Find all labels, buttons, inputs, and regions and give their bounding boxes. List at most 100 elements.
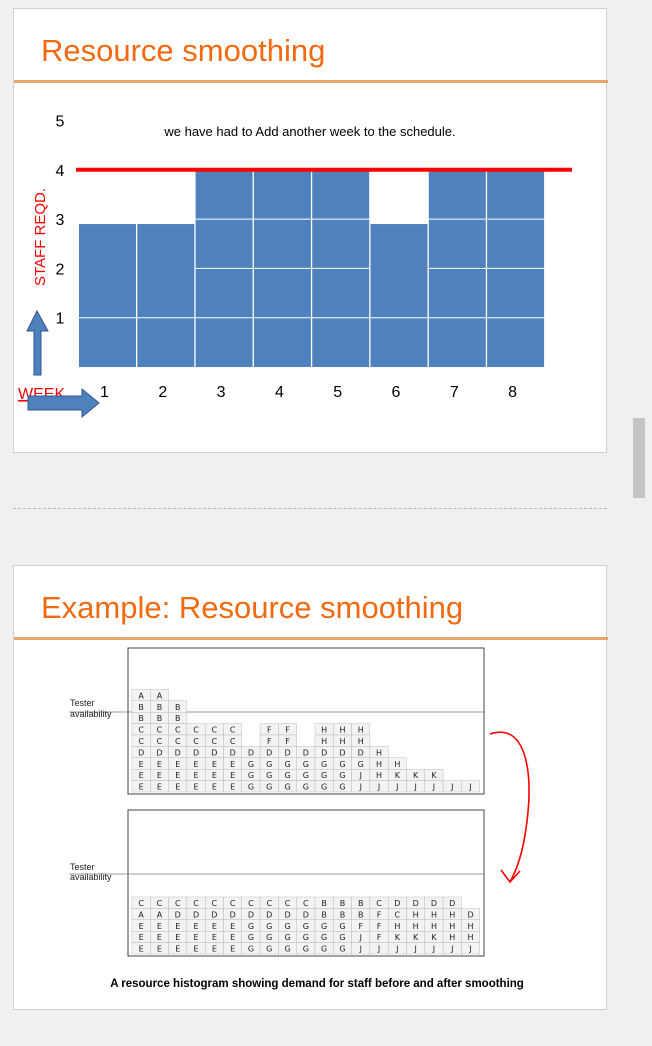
histogram-cell-letter: H <box>449 922 455 931</box>
smoothing-arrowhead-icon <box>500 869 521 884</box>
before-histogram-frame <box>127 647 485 795</box>
x-axis-ticks: 1 2 3 4 5 6 7 8 <box>100 384 517 401</box>
histogram-cell-letter: B <box>175 714 181 723</box>
histogram-cell-letter: J <box>432 783 435 792</box>
histogram-cell-letter: C <box>212 899 218 908</box>
histogram-cell-letter: A <box>138 691 144 700</box>
chart-title: we have had to Add another week to the s… <box>163 124 455 139</box>
histogram-cell-letter: C <box>193 737 199 746</box>
histogram-cell-letter: D <box>230 910 236 919</box>
histogram-cell-letter: G <box>321 771 327 780</box>
histogram-cell-letter: E <box>139 771 144 780</box>
histogram-cell-letter: D <box>211 748 217 757</box>
slide-2[interactable]: Example: Resource smoothing Tester avail… <box>13 565 608 1010</box>
histogram-cell-letter: E <box>194 760 199 769</box>
title-underline <box>14 80 608 83</box>
histogram-cell-letter: B <box>138 714 144 723</box>
histogram-cell-letter: G <box>339 771 345 780</box>
histogram-cell-letter: C <box>212 737 218 746</box>
up-arrow-icon <box>26 309 49 376</box>
histogram-cell-letter: E <box>194 922 199 931</box>
histogram-cell-letter: G <box>339 945 345 954</box>
y-axis-ticks: 1 2 3 4 5 <box>56 114 65 328</box>
histogram-cell-letter: E <box>157 922 162 931</box>
histogram-cell-letter: H <box>394 922 400 931</box>
histogram-cell-letter: G <box>303 760 309 769</box>
histogram-cell-letter: C <box>212 726 218 735</box>
histogram-cell-letter: A <box>138 910 144 919</box>
histogram-cell-letter: G <box>284 783 290 792</box>
histogram-cell-letter: E <box>230 933 235 942</box>
histogram-cell-letter: E <box>139 760 144 769</box>
histogram-cell-letter: E <box>212 933 217 942</box>
slide-title: Resource smoothing <box>41 33 326 68</box>
histogram-cell-letter: G <box>303 933 309 942</box>
after-label-line-2: availability <box>70 872 112 882</box>
y-tick-label: 1 <box>56 311 65 328</box>
histogram-cell-letter: G <box>303 945 309 954</box>
histogram-cell-letter: H <box>449 933 455 942</box>
histogram-cell-letter: E <box>175 933 180 942</box>
histogram-cell-letter: D <box>449 899 455 908</box>
histogram-cell-letter: G <box>339 760 345 769</box>
histogram-cell-letter: G <box>248 933 254 942</box>
histogram-cell-letter: D <box>467 910 473 919</box>
histogram-cell-letter: B <box>340 910 346 919</box>
histogram-cell-letter: G <box>266 783 272 792</box>
histogram-cell-letter: E <box>157 933 162 942</box>
histogram-cell-letter: G <box>321 760 327 769</box>
histogram-cell-letter: K <box>395 933 401 942</box>
histogram-cell-letter: G <box>284 945 290 954</box>
histogram-cell-letter: A <box>157 910 163 919</box>
bar-week-2 <box>137 224 195 367</box>
slide-1[interactable]: Resource smoothing we have had to Add an… <box>13 8 608 453</box>
histogram-cell-letter: D <box>284 748 290 757</box>
histogram-cell-letter: D <box>303 748 309 757</box>
histogram-cell-letter: D <box>230 748 236 757</box>
histogram-cell-letter: H <box>376 760 382 769</box>
histogram-cell-letter: E <box>194 933 199 942</box>
histogram-cell-letter: H <box>339 737 345 746</box>
histogram-cell-letter: H <box>358 737 364 746</box>
histogram-cell-letter: E <box>157 783 162 792</box>
y-tick-label: 3 <box>56 212 65 229</box>
histogram-cell-letter: J <box>450 783 453 792</box>
histogram-cell-letter: D <box>284 910 290 919</box>
y-tick-label: 2 <box>56 261 65 278</box>
histogram-cell-letter: J <box>359 771 362 780</box>
slide-title: Example: Resource smoothing <box>41 590 464 625</box>
histogram-cell-letter: E <box>139 922 144 931</box>
histogram-cell-letter: G <box>303 771 309 780</box>
histogram-cell-letter: D <box>175 910 181 919</box>
histogram-cell-letter: J <box>359 783 362 792</box>
resource-histogram-figure: Tester availability A AB B BB B BC C C C C C F F H H HC… <box>69 647 530 990</box>
histogram-cell <box>461 780 480 793</box>
histogram-cell-letter: E <box>157 945 162 954</box>
histogram-cell-letter: C <box>230 737 236 746</box>
histogram-cell-letter: D <box>175 748 181 757</box>
histogram-cell-letter: E <box>139 783 144 792</box>
scrollbar-thumb[interactable] <box>633 418 645 498</box>
histogram-cell-letter: E <box>212 771 217 780</box>
histogram-cell-letter: J <box>413 945 416 954</box>
histogram-cell-letter: C <box>230 726 236 735</box>
histogram-cell-letter: F <box>377 933 382 942</box>
histogram-cell-letter: H <box>394 760 400 769</box>
histogram-cell-letter: H <box>468 922 474 931</box>
histogram-cell-letter: K <box>413 933 419 942</box>
histogram-cell-letter: G <box>248 945 254 954</box>
histogram-cell-letter: C <box>193 899 199 908</box>
histogram-cell-letter: H <box>449 910 455 919</box>
histogram-cell-letter: G <box>266 760 272 769</box>
histogram-cell-letter: D <box>339 748 345 757</box>
histogram-cell-letter: C <box>175 899 181 908</box>
histogram-cell-letter: C <box>285 899 291 908</box>
y-tick-label: 4 <box>56 163 65 180</box>
histogram-cell-letter: E <box>230 922 235 931</box>
histogram-cell-letter: J <box>468 783 471 792</box>
histogram-cell-letter: E <box>139 933 144 942</box>
histogram-cell-letter: G <box>321 933 327 942</box>
histogram-cell-letter: E <box>212 783 217 792</box>
histogram-cell-letter: E <box>230 945 235 954</box>
histogram-cell <box>461 942 480 955</box>
